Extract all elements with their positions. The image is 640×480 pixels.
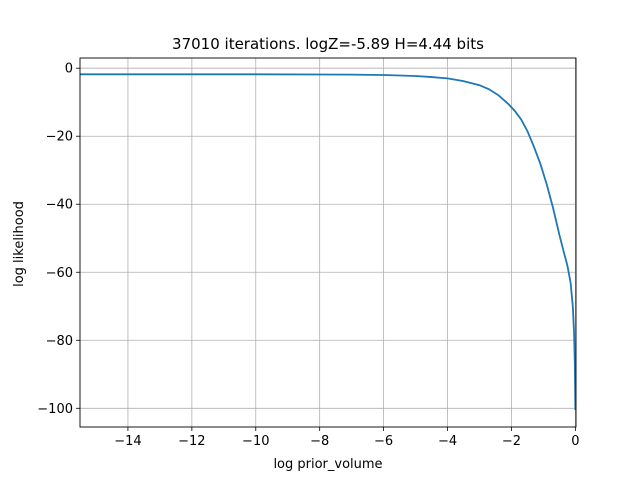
x-tick-label: −4 <box>438 434 457 449</box>
x-tick-label: −12 <box>178 434 205 449</box>
x-tick-label: −10 <box>242 434 269 449</box>
y-tick-label: −100 <box>37 402 73 417</box>
y-tick-label: −80 <box>46 334 73 349</box>
x-tick-label: −8 <box>310 434 329 449</box>
x-tick-label: −2 <box>502 434 521 449</box>
series-line <box>80 73 577 411</box>
chart-title: 37010 iterations. logZ=-5.89 H=4.44 bits <box>172 35 484 53</box>
x-tick-label: −6 <box>374 434 393 449</box>
x-axis-label: log prior_volume <box>273 457 382 472</box>
y-tick-label: 0 <box>65 62 73 77</box>
grid <box>80 58 576 427</box>
x-tick-label: 0 <box>571 434 579 449</box>
plot-frame <box>79 57 577 428</box>
x-tick-label: −14 <box>114 434 141 449</box>
y-tick-label: −60 <box>46 266 73 281</box>
y-tick-label: −40 <box>46 198 73 213</box>
y-tick-label: −20 <box>46 130 73 145</box>
y-axis-label: log likelihood <box>12 201 27 287</box>
axis-ticks: −14 −12 −10 −8 −6 −4 −2 00−20−40−60−80−100 <box>37 62 579 449</box>
